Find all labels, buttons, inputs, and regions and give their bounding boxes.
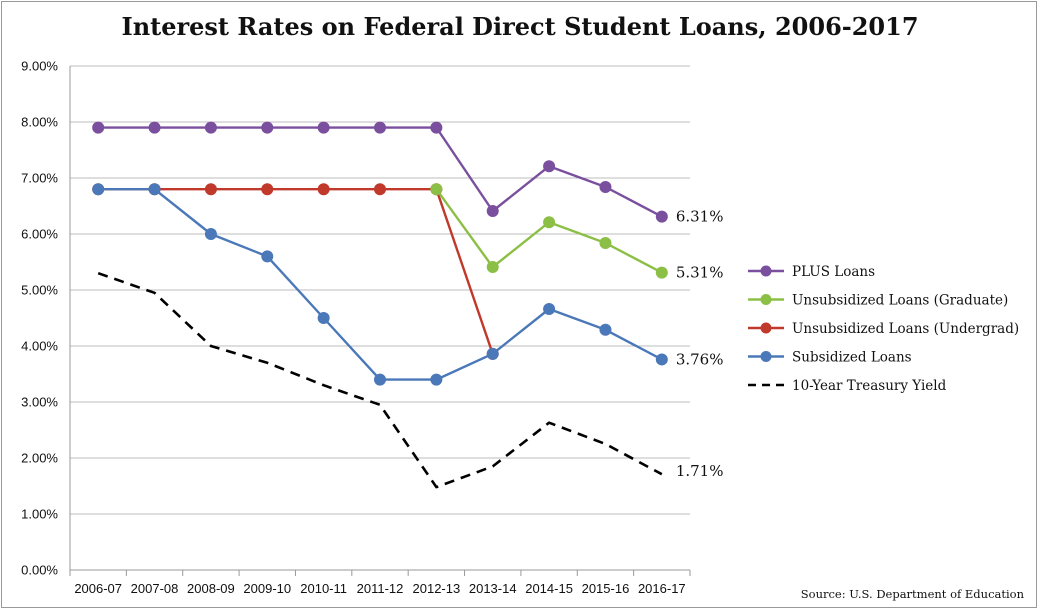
series-point-3 (204, 228, 217, 240)
series-point-1 (543, 216, 556, 229)
series-point-2 (374, 183, 386, 196)
series-point-0 (92, 121, 105, 134)
series-point-0 (148, 121, 161, 134)
end-value-label: 3.76% (676, 350, 724, 368)
x-tick-label: 2012-13 (413, 581, 461, 596)
legend-label-2: Unsubsidized Loans (Undergrad) (792, 321, 1019, 337)
x-tick-label: 2011-12 (357, 581, 404, 596)
legend-label-4: 10-Year Treasury Yield (792, 378, 947, 394)
series-point-0 (655, 210, 668, 223)
legend-marker-0 (760, 265, 772, 277)
y-tick-label: 6.00% (21, 227, 58, 242)
series-point-3 (486, 347, 499, 360)
x-tick-label: 2007-08 (131, 581, 179, 596)
series-point-0 (261, 121, 274, 134)
series-point-3 (599, 323, 612, 336)
series-point-3 (374, 373, 386, 386)
x-tick-label: 2006-07 (74, 581, 122, 596)
x-tick-label: 2010-11 (300, 581, 347, 596)
legend-marker-2 (760, 322, 772, 334)
source-note: Source: U.S. Department of Education (801, 587, 1025, 601)
series-point-1 (655, 266, 668, 279)
y-tick-label: 2.00% (21, 451, 58, 466)
y-tick-label: 8.00% (21, 115, 58, 130)
legend-marker-3 (760, 351, 772, 362)
end-value-label: 6.31% (676, 208, 724, 226)
y-tick-label: 0.00% (21, 563, 58, 578)
legend-label-1: Unsubsidized Loans (Graduate) (792, 293, 1008, 309)
legend-label-0: PLUS Loans (792, 264, 875, 280)
series-point-2 (317, 183, 330, 196)
series-point-0 (430, 121, 443, 134)
series-point-3 (655, 353, 668, 366)
end-value-label: 5.31% (676, 264, 724, 282)
series-point-2 (261, 183, 274, 196)
series-point-3 (430, 373, 443, 386)
x-tick-label: 2009-10 (243, 581, 291, 596)
series-point-0 (486, 205, 499, 218)
chart-title: Interest Rates on Federal Direct Student… (121, 12, 919, 41)
series-point-2 (204, 183, 217, 196)
series-line-1 (435, 188, 663, 274)
y-tick-label: 5.00% (21, 283, 58, 298)
series-point-3 (92, 183, 105, 196)
series-point-1 (486, 261, 499, 274)
series-line-3 (98, 188, 663, 381)
series-point-0 (543, 160, 556, 173)
series-point-3 (317, 312, 330, 324)
series-point-3 (543, 303, 556, 316)
series-point-0 (599, 180, 612, 193)
series-line-2 (98, 188, 494, 355)
series-point-0 (204, 121, 217, 134)
y-tick-label: 3.00% (21, 395, 58, 410)
x-tick-label: 2015-16 (582, 581, 630, 596)
series-line-4 (97, 271, 663, 489)
series-point-0 (374, 121, 386, 134)
y-tick-label: 9.00% (21, 59, 58, 74)
x-tick-label: 2013-14 (469, 581, 517, 596)
x-tick-label: 2014-15 (525, 581, 573, 596)
series-line-0 (98, 126, 663, 218)
series-point-1 (599, 236, 612, 249)
series-point-1 (430, 183, 443, 196)
series-point-3 (261, 250, 274, 263)
x-tick-label: 2016-17 (638, 581, 686, 596)
end-value-label: 1.71% (676, 462, 724, 480)
y-tick-label: 7.00% (21, 171, 58, 186)
y-tick-label: 4.00% (21, 339, 58, 354)
legend-marker-1 (760, 294, 772, 305)
y-tick-label: 1.00% (21, 507, 58, 522)
legend-label-3: Subsidized Loans (792, 350, 912, 366)
x-tick-label: 2008-09 (187, 581, 235, 596)
series-point-0 (317, 121, 330, 134)
series-point-3 (148, 183, 161, 196)
